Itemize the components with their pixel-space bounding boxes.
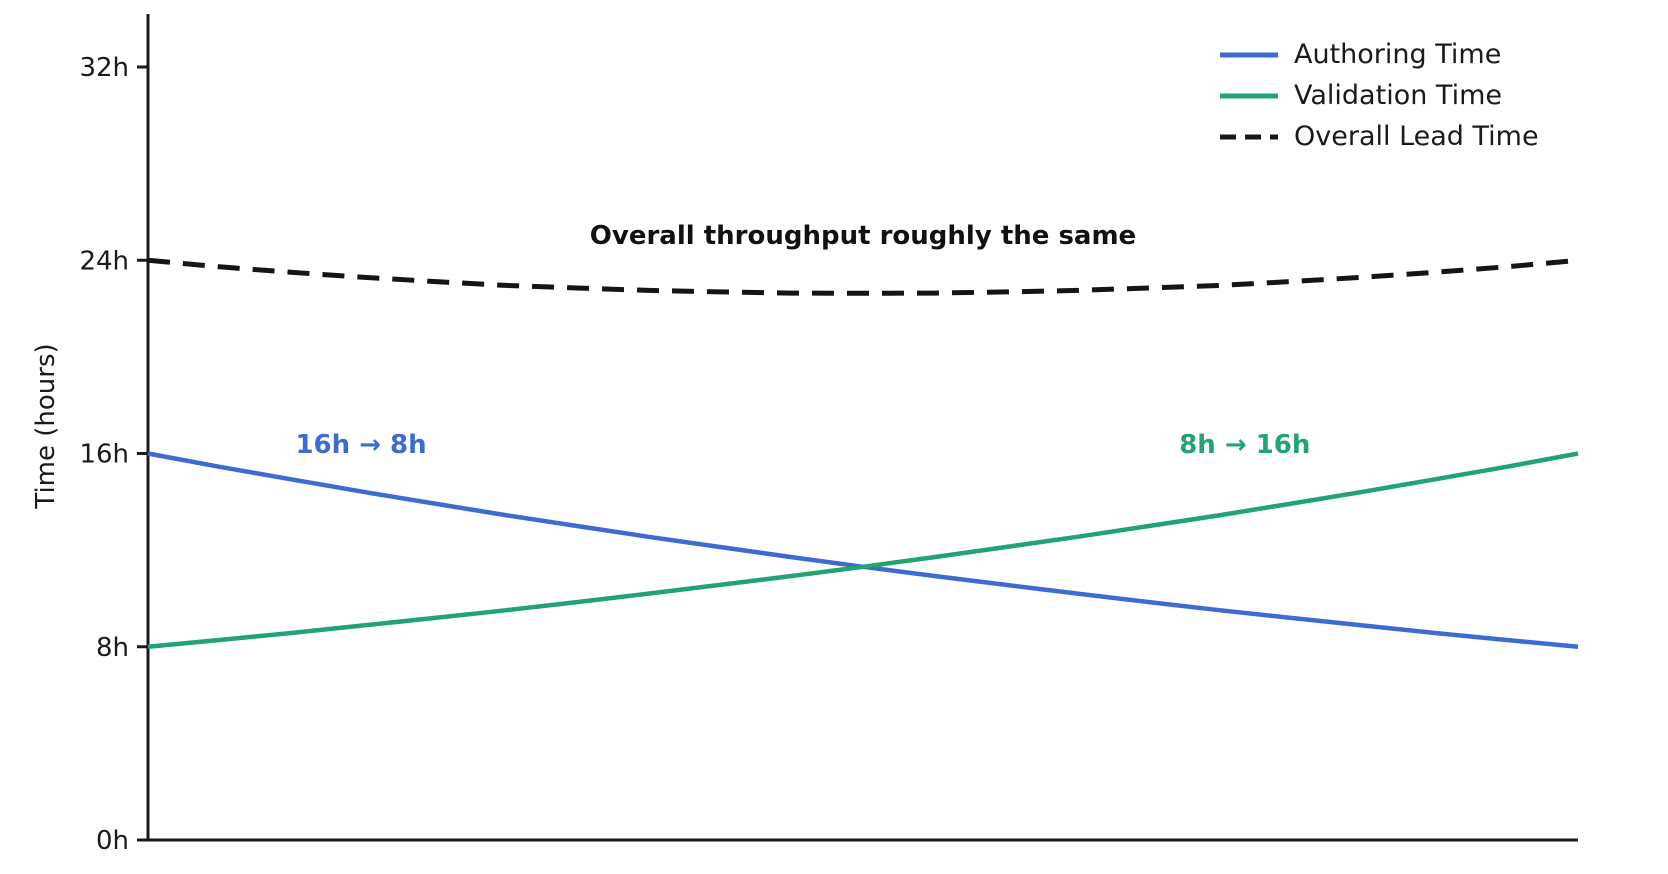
y-tick-label: 0h <box>96 826 129 856</box>
y-tick-label: 32h <box>79 53 129 83</box>
series-line-overall-lead-time <box>147 257 1579 296</box>
legend-line-authoring-icon <box>1220 52 1278 57</box>
legend: Authoring Time Validation Time Overall L… <box>1218 34 1539 157</box>
y-tick-label: 24h <box>79 246 129 276</box>
legend-row-authoring: Authoring Time <box>1218 34 1539 75</box>
legend-label-authoring: Authoring Time <box>1294 39 1502 70</box>
annotation-throughput: Overall throughput roughly the same <box>589 221 1137 252</box>
y-tick-label: 8h <box>96 633 129 663</box>
legend-label-validation: Validation Time <box>1294 80 1502 111</box>
annotation-validation-change: 8h → 16h <box>1179 430 1311 461</box>
y-tick-label: 16h <box>79 440 129 470</box>
legend-line-lead-time-icon <box>1220 134 1278 139</box>
legend-row-lead-time: Overall Lead Time <box>1218 116 1539 157</box>
y-axis-label: Time (hours) <box>31 343 61 509</box>
series-line-authoring-time <box>147 451 1579 650</box>
legend-label-lead-time: Overall Lead Time <box>1294 121 1539 152</box>
legend-line-validation-icon <box>1220 93 1278 98</box>
annotation-authoring-change: 16h → 8h <box>295 430 427 461</box>
series-line-validation-time <box>147 451 1579 650</box>
legend-row-validation: Validation Time <box>1218 75 1539 116</box>
